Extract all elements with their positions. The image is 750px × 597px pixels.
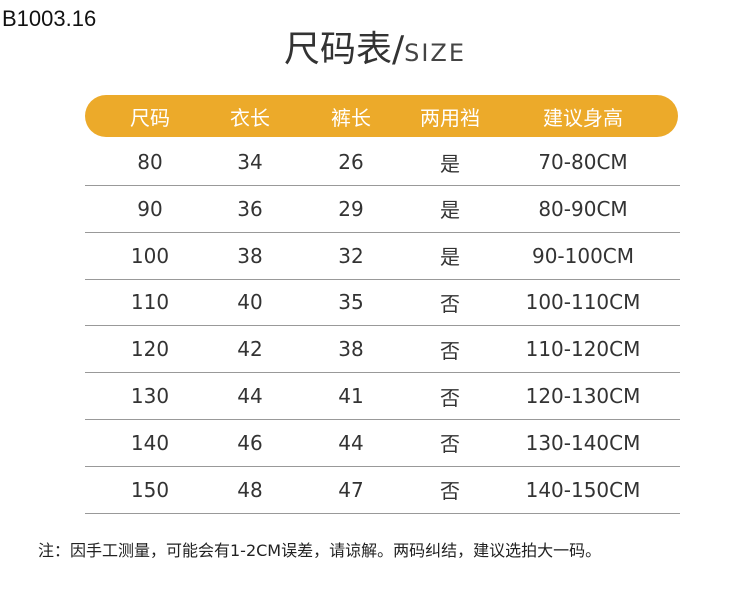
table-cell: 47 xyxy=(338,477,364,502)
table-header: 尺码 衣长 裤长 两用裆 建议身高 xyxy=(85,95,678,137)
table-cell: 130 xyxy=(130,384,170,408)
table-cell: 否 xyxy=(440,479,460,504)
table-cell: 48 xyxy=(237,477,263,502)
table-row: 100 38 32 是 90-100CM xyxy=(85,233,680,280)
table-cell: 26 xyxy=(338,150,364,174)
table-cell: 35 xyxy=(338,290,364,315)
table-cell: 44 xyxy=(338,430,364,455)
table-cell: 46 xyxy=(237,430,263,455)
table-cell: 是 xyxy=(440,198,460,223)
table-cell: 36 xyxy=(237,196,263,221)
header-pants-length: 裤长 xyxy=(331,105,371,130)
table-cell: 29 xyxy=(338,196,364,221)
table-cell: 100-110CM xyxy=(525,290,641,315)
table-cell: 38 xyxy=(237,243,263,268)
page-title: 尺码表/SIZE xyxy=(0,20,750,72)
table-cell: 否 xyxy=(440,338,460,363)
table-cell: 130-140CM xyxy=(525,430,641,455)
table-row: 140 46 44 否 130-140CM xyxy=(85,420,680,467)
table-cell: 否 xyxy=(440,385,460,410)
table-cell: 110 xyxy=(130,290,170,315)
table-cell: 41 xyxy=(338,384,364,408)
table-cell: 70-80CM xyxy=(538,150,628,174)
table-row: 110 40 35 否 100-110CM xyxy=(85,279,680,327)
table-cell: 40 xyxy=(237,290,263,315)
table-cell: 42 xyxy=(237,337,263,362)
product-code: B1003.16 xyxy=(2,6,97,31)
table-cell: 100 xyxy=(130,243,170,268)
table-cell: 80-90CM xyxy=(538,196,628,221)
table-cell: 否 xyxy=(440,432,460,457)
header-height: 建议身高 xyxy=(543,105,623,130)
header-size: 尺码 xyxy=(130,105,170,130)
table-cell: 44 xyxy=(237,384,263,408)
table-cell: 90-100CM xyxy=(531,243,635,268)
table-row: 130 44 41 否 120-130CM xyxy=(85,373,680,420)
table-cell: 120 xyxy=(130,337,170,362)
title-cn: 尺码表 xyxy=(283,29,392,70)
table-cell: 90 xyxy=(137,196,163,221)
header-dual-crotch: 两用裆 xyxy=(420,105,480,130)
title-en: SIZE xyxy=(404,39,467,67)
table-cell: 34 xyxy=(237,150,263,174)
table-cell: 120-130CM xyxy=(525,384,641,408)
header-top-length: 衣长 xyxy=(230,105,270,130)
table-cell: 38 xyxy=(338,337,364,362)
footnote: 注：因手工测量，可能会有1-2CM误差，请谅解。两码纠结，建议选拍大一码。 xyxy=(38,541,602,560)
table-cell: 32 xyxy=(338,243,364,268)
table-cell: 110-120CM xyxy=(525,337,641,362)
title-separator: / xyxy=(391,29,405,70)
table-cell: 150 xyxy=(130,477,170,502)
table-cell: 否 xyxy=(440,291,460,316)
table-cell: 80 xyxy=(137,150,163,174)
table-cell: 140 xyxy=(130,430,170,455)
table-row: 80 34 26 是 70-80CM xyxy=(85,139,680,186)
table-cell: 140-150CM xyxy=(525,477,641,502)
table-row: 150 48 47 否 140-150CM xyxy=(85,467,680,514)
table-cell: 是 xyxy=(440,245,460,270)
table-cell: 是 xyxy=(440,151,460,176)
table-row: 120 42 38 否 110-120CM xyxy=(85,326,680,374)
table-row: 90 36 29 是 80-90CM xyxy=(85,186,680,233)
